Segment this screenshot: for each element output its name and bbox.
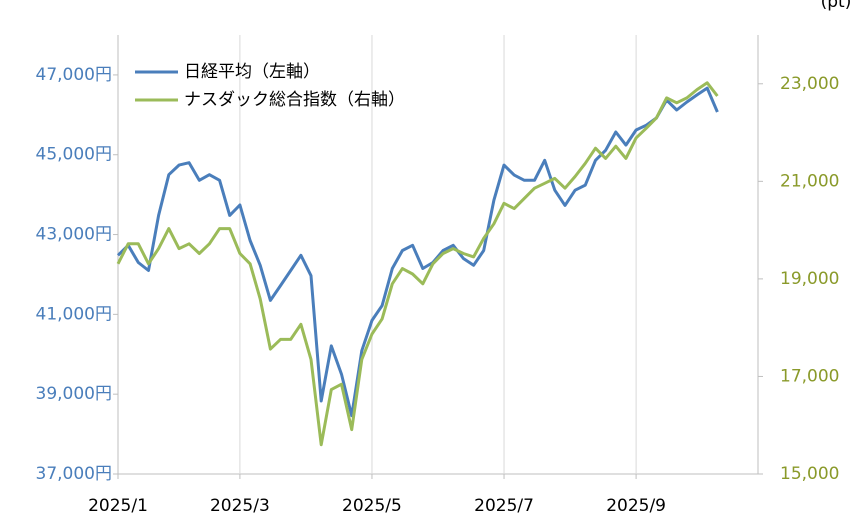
legend-label: ナスダック総合指数（右軸） [184, 90, 405, 110]
y2-tick-label: 17,000 [780, 366, 839, 386]
series-line [116, 81, 719, 447]
y-tick-label: 45,000円 [36, 145, 112, 165]
y2-tick-label: 21,000 [780, 171, 839, 191]
x-tick-label: 2025/1 [88, 496, 148, 516]
y2-axis-label: (pt) [821, 0, 852, 12]
y-tick-label: 37,000円 [36, 464, 112, 484]
y2-tick-label: 19,000 [780, 269, 839, 289]
legend-label: 日経平均（左軸） [184, 62, 320, 82]
x-tick-label: 2025/9 [606, 496, 666, 516]
y-tick-label: 47,000円 [36, 65, 112, 85]
series-line [116, 86, 719, 418]
x-tick-label: 2025/3 [210, 496, 270, 516]
y2-tick-label: 23,000 [780, 74, 839, 94]
y-tick-label: 43,000円 [36, 225, 112, 245]
y2-tick-label: 15,000 [780, 464, 839, 484]
x-tick-label: 2025/5 [342, 496, 402, 516]
x-tick-label: 2025/7 [474, 496, 534, 516]
y-tick-label: 41,000円 [36, 304, 112, 324]
y-tick-label: 39,000円 [36, 384, 112, 404]
